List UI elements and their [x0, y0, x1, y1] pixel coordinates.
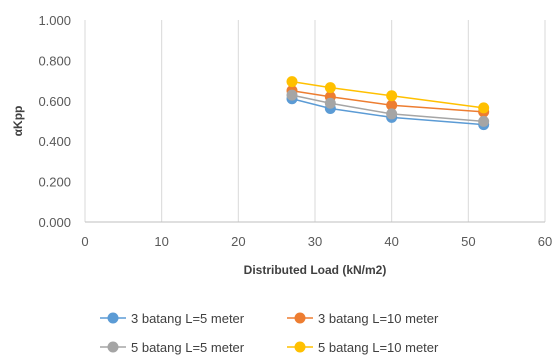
- data-point: [386, 90, 398, 102]
- data-point: [324, 97, 336, 109]
- x-axis-ticks: 0 10 20 30 40 50 60: [81, 234, 552, 249]
- legend-marker: [107, 312, 119, 324]
- y-axis-ticks: 0.000 0.200 0.400 0.600 0.800 1.000: [38, 13, 71, 230]
- data-point: [478, 115, 490, 127]
- data-point: [286, 89, 298, 101]
- series-line: [291, 80, 484, 109]
- legend[interactable]: 3 batang L=5 meter 3 batang L=10 meter 5 b…: [100, 311, 439, 355]
- x-tick-label: 10: [154, 234, 168, 249]
- data-point: [478, 102, 490, 114]
- legend-label: 5 batang L=5 meter: [131, 340, 245, 355]
- legend-marker: [107, 341, 119, 353]
- legend-marker: [294, 341, 306, 353]
- y-tick-label: 0.600: [38, 94, 71, 109]
- x-tick-label: 50: [461, 234, 475, 249]
- series-line: [291, 94, 484, 123]
- y-axis-title: αKpp: [11, 106, 25, 137]
- data-point: [386, 99, 398, 111]
- legend-item[interactable]: 5 batang L=10 meter: [287, 340, 439, 355]
- data-point: [386, 108, 398, 120]
- legend-label: 5 batang L=10 meter: [318, 340, 439, 355]
- series-4: [286, 76, 490, 114]
- legend-marker: [294, 312, 306, 324]
- y-tick-label: 0.400: [38, 134, 71, 149]
- legend-label: 3 batang L=5 meter: [131, 311, 245, 326]
- series-line: [291, 89, 484, 113]
- data-point: [286, 76, 298, 88]
- legend-item[interactable]: 3 batang L=10 meter: [287, 311, 439, 326]
- x-tick-label: 60: [538, 234, 552, 249]
- grid-lines: [84, 20, 546, 222]
- legend-item[interactable]: 3 batang L=5 meter: [100, 311, 245, 326]
- y-tick-label: 1.000: [38, 13, 71, 28]
- legend-label: 3 batang L=10 meter: [318, 311, 439, 326]
- series-group: [286, 76, 490, 131]
- y-tick-label: 0.200: [38, 175, 71, 190]
- x-tick-label: 30: [308, 234, 322, 249]
- x-tick-label: 40: [384, 234, 398, 249]
- x-tick-label: 20: [231, 234, 245, 249]
- series-3: [286, 89, 490, 127]
- y-tick-label: 0.800: [38, 53, 71, 68]
- x-axis-title: Distributed Load (kN/m2): [244, 263, 387, 277]
- legend-item[interactable]: 5 batang L=5 meter: [100, 340, 245, 355]
- data-point: [324, 82, 336, 94]
- y-tick-label: 0.000: [38, 215, 71, 230]
- x-tick-label: 0: [81, 234, 88, 249]
- series-line: [291, 98, 484, 126]
